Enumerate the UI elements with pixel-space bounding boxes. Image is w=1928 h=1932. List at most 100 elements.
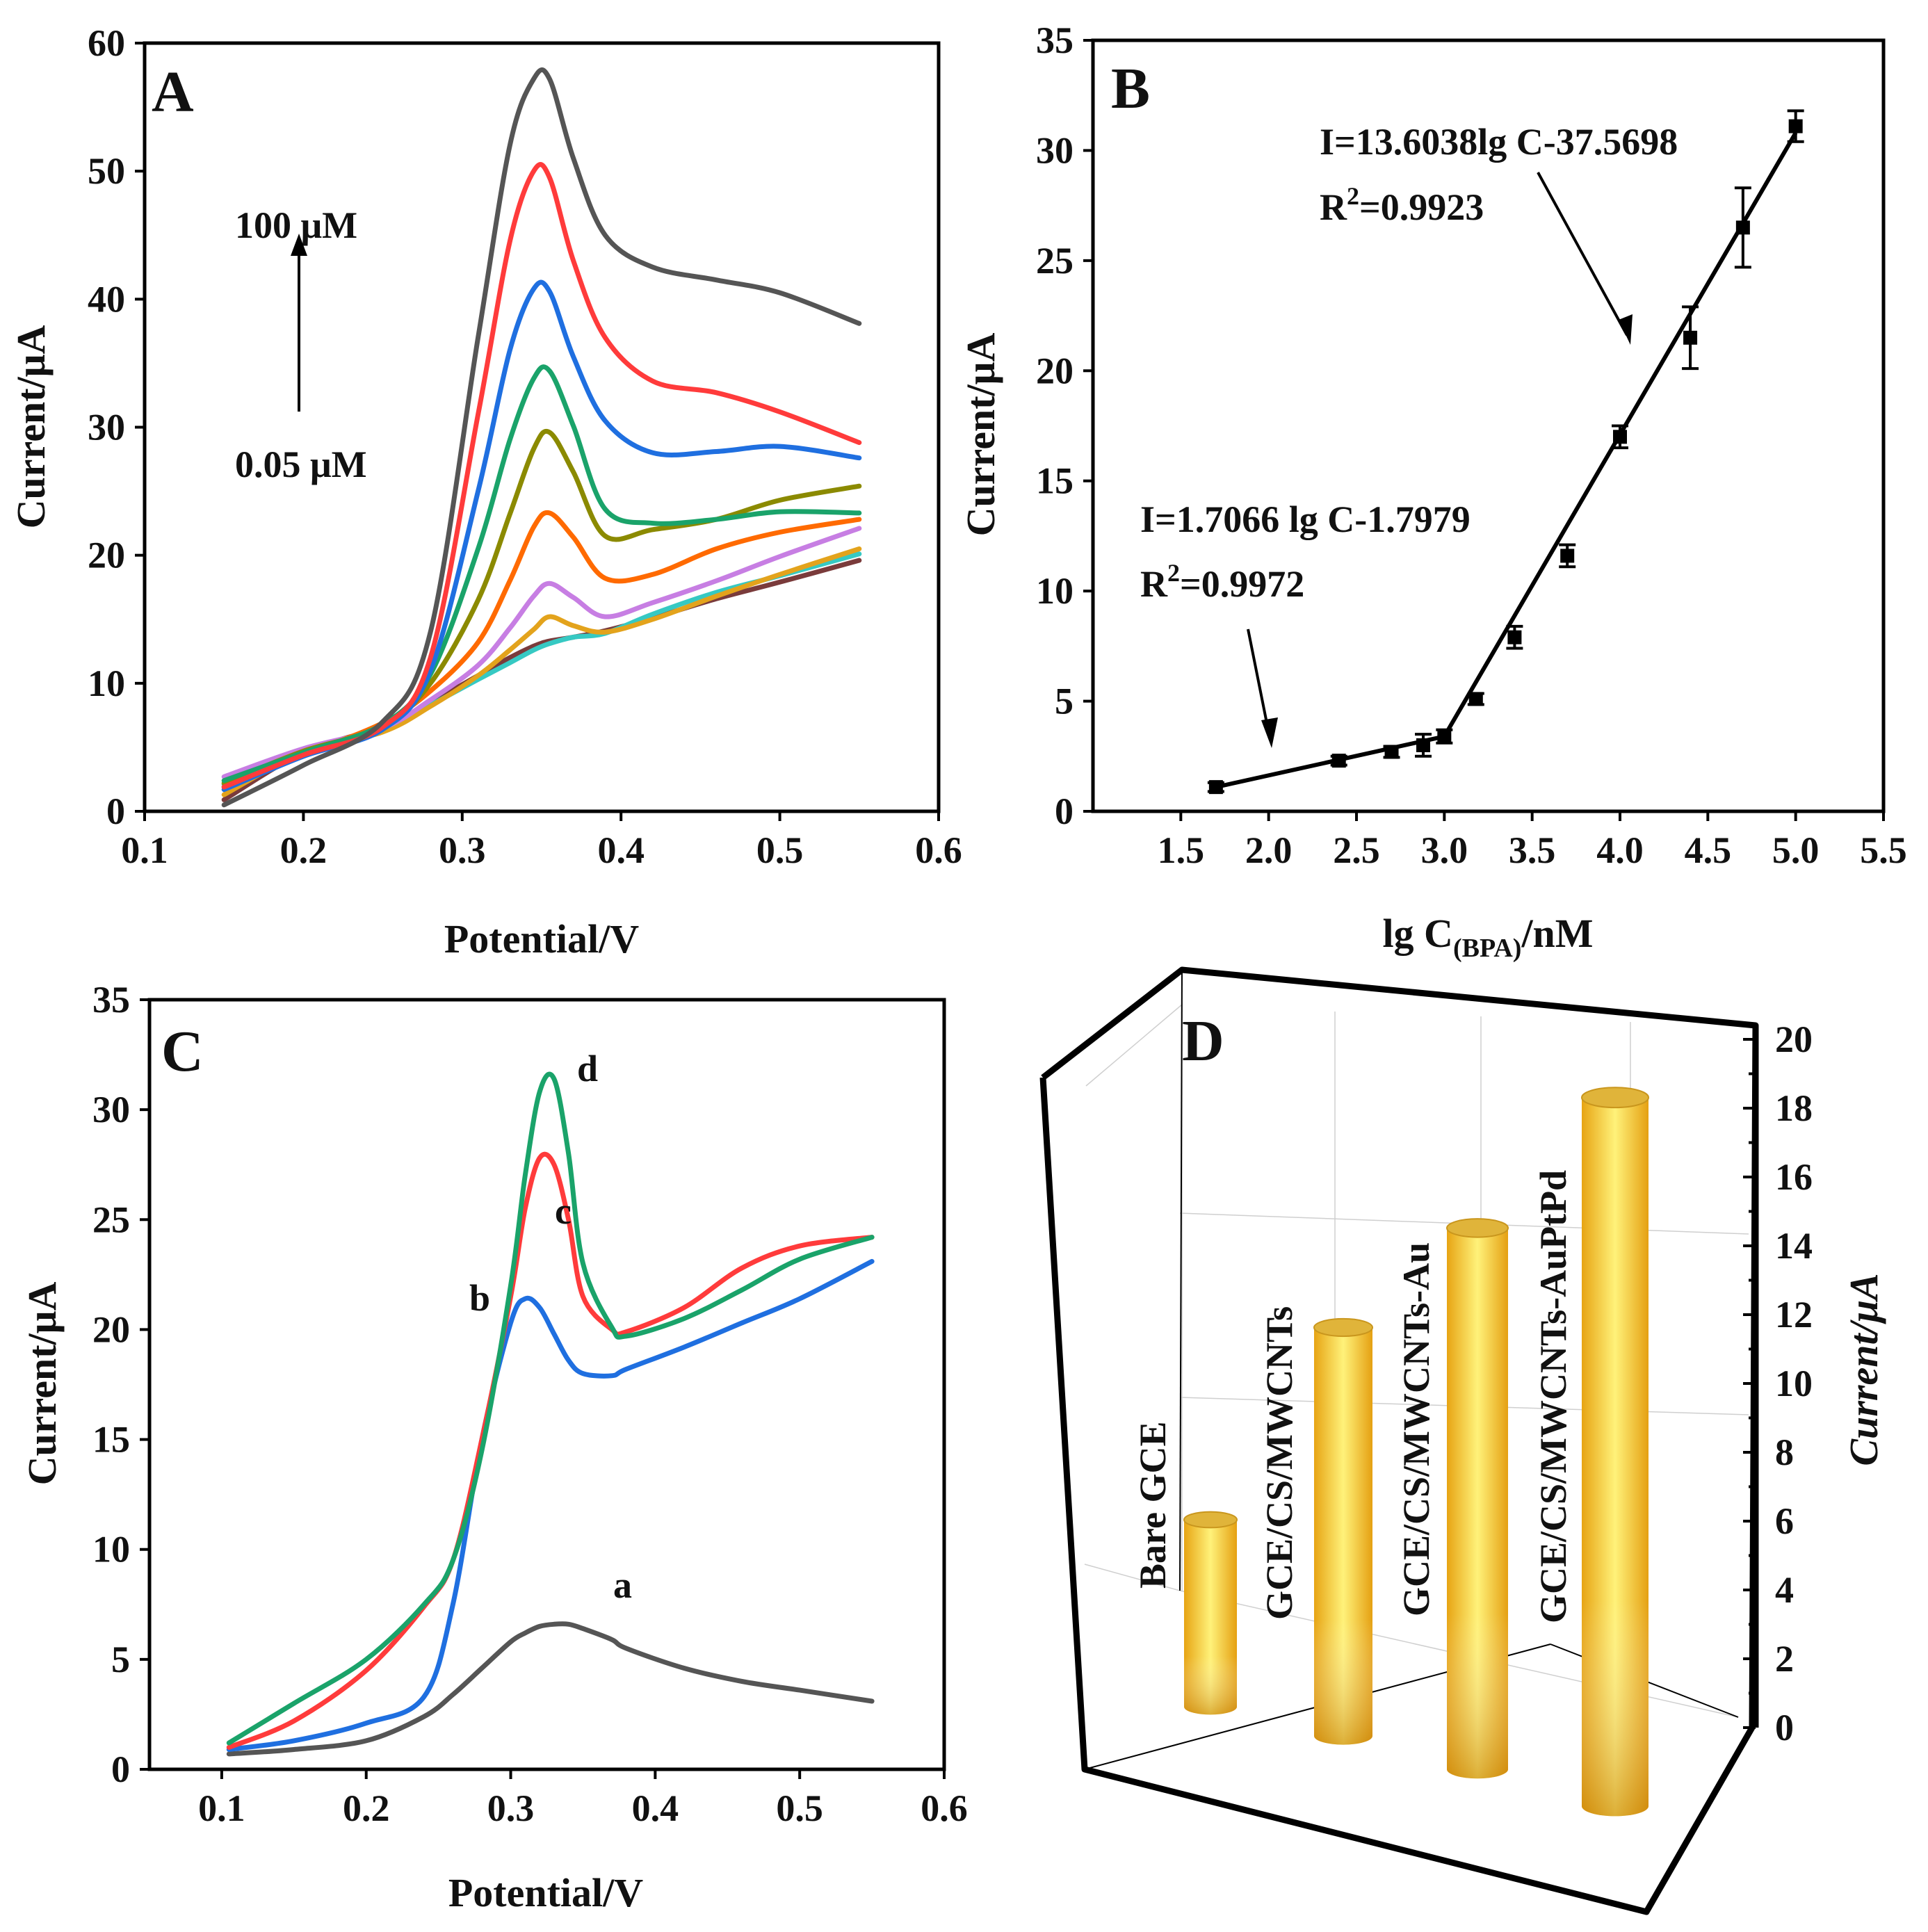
panel-b-y-tick-label: 10 [1036, 570, 1074, 612]
panel-b-fit1-r2: R2=0.9972 [1140, 559, 1304, 605]
panel-b-x-tick-label: 5.5 [1860, 829, 1907, 871]
panel-b-data-point [1507, 630, 1522, 644]
panel-b-fit1-equation: I=1.7066 lg C-1.7979 [1140, 498, 1471, 540]
panel-a-x-tick-label: 0.2 [280, 829, 327, 871]
panel-b-data-point [1683, 330, 1698, 345]
panel-d-z-tick-label: 2 [1775, 1638, 1794, 1680]
panel-a-y-tick-label: 0 [106, 790, 125, 832]
panel-b-y-tick-label: 35 [1036, 19, 1074, 61]
panel-a-y-tick-label: 60 [88, 22, 125, 64]
panel-d-z-tick-label: 6 [1775, 1500, 1794, 1542]
panel-c-y-tick-label: 10 [92, 1529, 130, 1570]
panel-b-fit-lines [1215, 131, 1798, 790]
panel-c-y-tick-label: 30 [92, 1089, 130, 1130]
panel-b-x-axis-label-main: lg C [1382, 911, 1453, 956]
panel-d-bar-top [1183, 1511, 1238, 1529]
panel-c-x-tick-label: 0.5 [776, 1787, 823, 1829]
panel-b-data-point [1416, 738, 1431, 752]
panel-a-arrow-head [291, 234, 307, 256]
panel-c-y-tick-label: 20 [92, 1308, 130, 1350]
panel-b-fit1-r2-sup: 2 [1167, 559, 1180, 587]
panel-c-curve-a [226, 1621, 875, 1757]
panel-a-y-tick-label: 10 [88, 663, 125, 704]
panel-d-category-label: Bare GCE [1132, 1422, 1174, 1589]
panel-a-x-ticks: 0.1 0.2 0.3 0.4 0.5 0.6 [121, 811, 962, 871]
panel-d-z-tick-label: 4 [1775, 1569, 1794, 1611]
panel-b-data-point [1384, 745, 1399, 759]
panel-b-y-tick-label: 25 [1036, 240, 1074, 282]
panel-d-z-tick-label: 14 [1775, 1225, 1813, 1267]
panel-c-x-tick-label: 0.1 [198, 1787, 245, 1829]
panel-a-curves [221, 67, 862, 808]
panel-d-bars [1183, 1087, 1649, 1817]
panel-d-bar [1313, 1317, 1373, 1745]
panel-a-curve-c7 [221, 364, 862, 784]
panel-b-y-ticks: 0 5 10 15 20 25 30 35 [1036, 19, 1093, 832]
panel-d-z-tick-label: 16 [1775, 1156, 1813, 1198]
panel-d-bar-shade [1314, 1327, 1372, 1745]
panel-b-data-point [1208, 780, 1223, 795]
panel-d-category-label: GCE/CS/MWCNTs [1258, 1306, 1300, 1620]
panel-a-y-tick-label: 50 [88, 150, 125, 192]
panel-b-y-tick-label: 30 [1036, 129, 1074, 171]
panel-b-fit2-arrow-head [1619, 314, 1633, 345]
panel-a-annotation-top: 100 μM [235, 204, 357, 246]
panel-a-x-tick-label: 0.5 [756, 829, 804, 871]
panel-c-x-tick-label: 0.4 [632, 1787, 679, 1829]
panel-d-z-tick-label: 8 [1775, 1431, 1794, 1473]
panel-b-x-tick-label: 2.5 [1333, 829, 1380, 871]
panel-d-bar-shade [1582, 1097, 1648, 1817]
panel-d-z-axis: 0 2 4 6 8 10 12 14 16 18 20 [1743, 1018, 1813, 1748]
panel-b-y-axis-label: Current/μA [958, 333, 1003, 537]
panel-b-fit1-arrow [1247, 628, 1271, 738]
panel-d-z-tick-label: 20 [1775, 1018, 1813, 1060]
panel-d-z-axis-label: Current/μA [1841, 1273, 1886, 1466]
panel-c-y-tick-label: 15 [92, 1419, 130, 1461]
panel-a-x-tick-label: 0.3 [439, 829, 486, 871]
panel-d-bar [1581, 1087, 1649, 1817]
panel-c-x-tick-label: 0.6 [921, 1787, 968, 1829]
panel-c-label: C [161, 1019, 204, 1084]
panel-b-fit2-equation: I=13.6038lg C-37.5698 [1320, 121, 1678, 163]
panel-c-y-tick-label: 25 [92, 1199, 130, 1240]
panel-b-fit1-r2-prefix: R [1140, 563, 1168, 605]
panel-b-x-axis-label: lg C(BPA)/nM [1382, 911, 1593, 963]
panel-b-x-axis-label-sub: (BPA) [1453, 934, 1522, 963]
panel-a-x-axis-label: Potential/V [444, 916, 639, 961]
panel-b-data-point [1560, 549, 1575, 563]
panel-a-x-tick-label: 0.6 [915, 829, 962, 871]
panel-c-y-tick-label: 5 [111, 1639, 130, 1680]
panel-a-curve-c10 [221, 67, 862, 808]
panel-a-label: A [152, 60, 194, 124]
panel-b-fit1-r2-value: =0.9972 [1180, 563, 1304, 605]
panel-a: 0.1 0.2 0.3 0.4 0.5 0.6 0 10 20 30 40 50 60 A 100 μ… [8, 22, 962, 961]
panel-d-z-tick-label: 12 [1775, 1294, 1813, 1336]
panel-a-y-tick-label: 30 [88, 407, 125, 448]
panel-d-z-tick-label: 0 [1775, 1707, 1794, 1748]
panel-b-y-tick-label: 20 [1036, 350, 1074, 391]
panel-d-bar-top [1581, 1087, 1649, 1109]
panel-a-curve-c4 [221, 526, 862, 779]
panel-c-x-tick-label: 0.2 [343, 1787, 390, 1829]
panel-b-data-point [1613, 430, 1627, 444]
panel-d-bar-top [1446, 1218, 1509, 1238]
panel-a-y-tick-label: 40 [88, 278, 125, 320]
panel-b-x-tick-label: 2.0 [1245, 829, 1293, 871]
panel-c-y-tick-label: 0 [111, 1748, 130, 1790]
panel-c-curve-label-c: c [555, 1190, 572, 1232]
panel-a-y-axis-label: Current/μA [8, 325, 54, 529]
panel-c-curve-c [226, 1151, 875, 1750]
panel-a-annotation-bottom: 0.05 μM [235, 444, 367, 485]
panel-c-curve-b [226, 1258, 875, 1752]
panel-c-y-tick-label: 35 [92, 979, 130, 1021]
panel-b-x-tick-label: 3.0 [1421, 829, 1468, 871]
panel-b-x-tick-label: 4.0 [1596, 829, 1644, 871]
panel-b-x-axis-label-unit: /nM [1521, 911, 1593, 956]
panel-b-fit2-arrow [1537, 172, 1628, 336]
panel-b-fit-line-1 [1215, 734, 1445, 790]
panel-d: 0 2 4 6 8 10 12 14 16 18 20 Bare GCE GCE/CS/MWCNTs G… [1039, 966, 1886, 1915]
panel-b-points [1207, 109, 1804, 795]
panel-c-y-axis-label: Current/μA [19, 1282, 65, 1486]
